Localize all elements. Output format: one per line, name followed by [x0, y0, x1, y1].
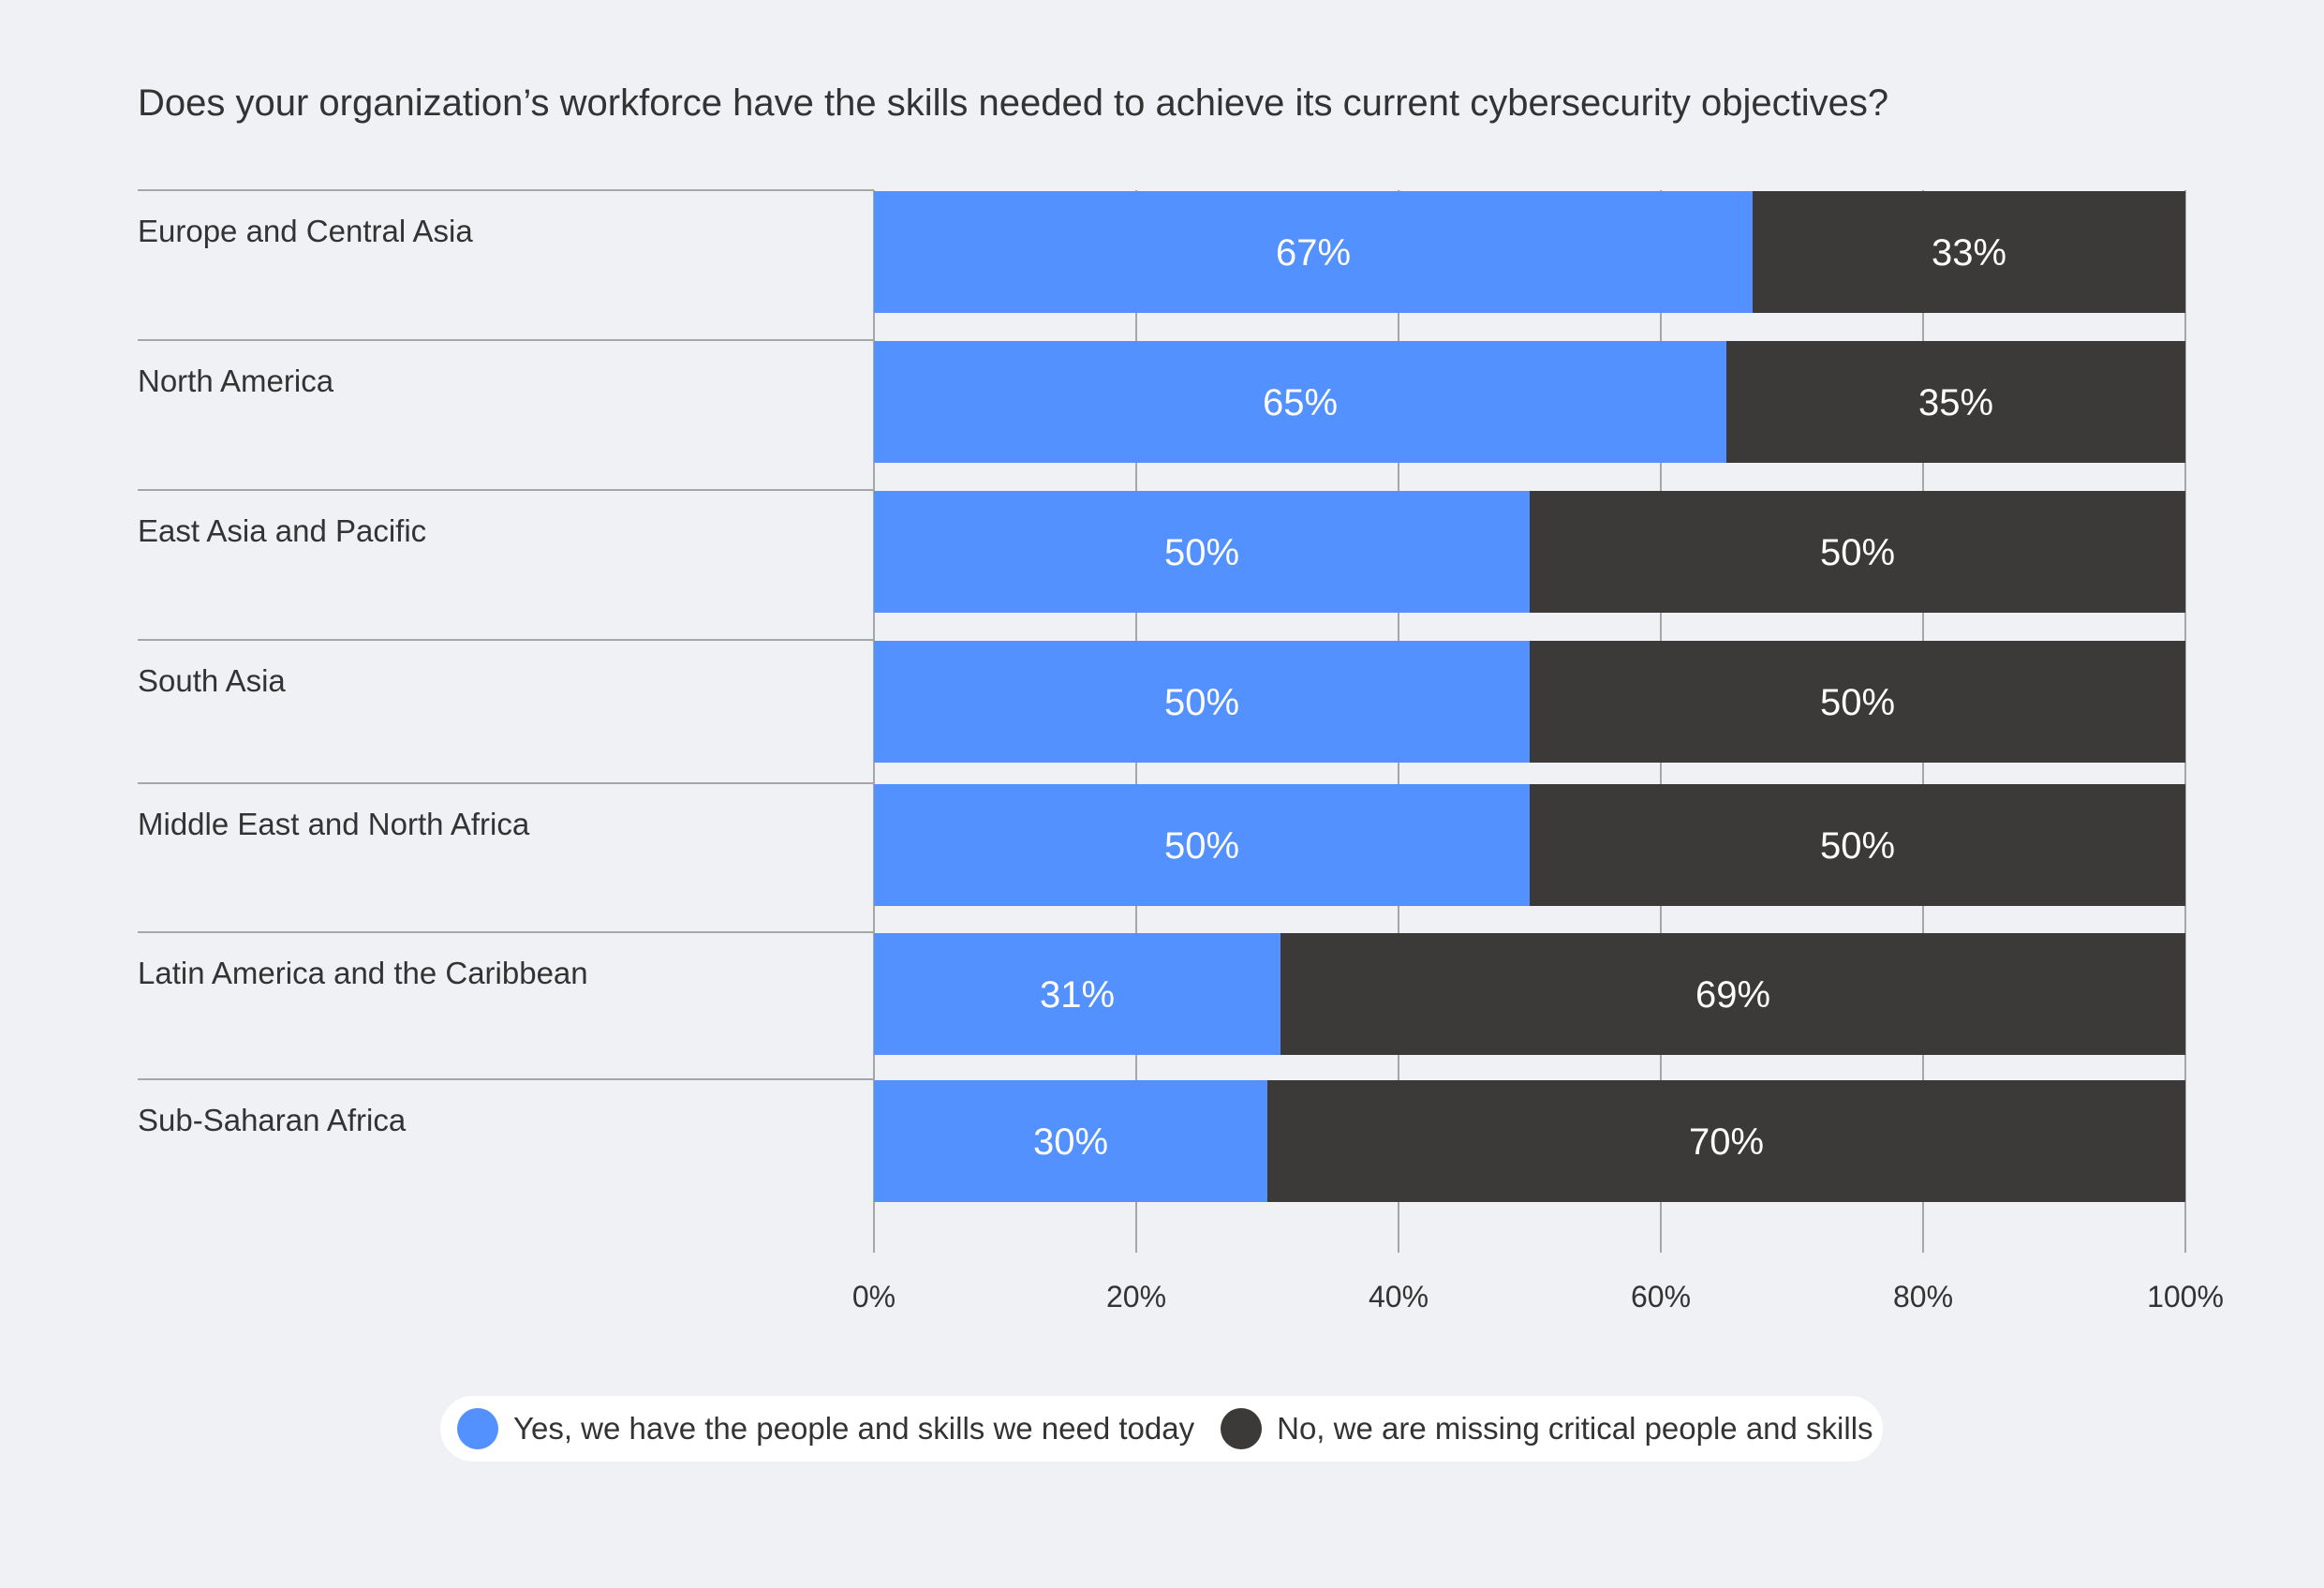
- bar-label-yes-1: 65%: [1263, 382, 1338, 423]
- bar-yes-2: [874, 491, 1530, 613]
- bar-no-5: [1280, 933, 2185, 1055]
- bar-yes-0: [874, 191, 1753, 313]
- bar-yes-1: [874, 341, 1726, 463]
- bar-label-yes-6: 30%: [1033, 1121, 1108, 1163]
- bar-label-no-1: 35%: [1918, 382, 1993, 423]
- legend-swatch-no: [1221, 1408, 1263, 1449]
- legend-item-yes: Yes, we have the people and skills we ne…: [457, 1408, 1194, 1449]
- category-label-4: Middle East and North Africa: [138, 807, 530, 841]
- category-label-3: South Asia: [138, 663, 286, 698]
- x-tick-label-0: 0%: [852, 1280, 896, 1313]
- bar-label-no-6: 70%: [1689, 1121, 1764, 1163]
- bar-yes-3: [874, 641, 1530, 763]
- bar-no-3: [1530, 641, 2185, 763]
- bar-label-no-5: 69%: [1695, 974, 1770, 1016]
- category-label-1: North America: [138, 364, 334, 398]
- legend-label-yes: Yes, we have the people and skills we ne…: [513, 1411, 1195, 1446]
- bar-label-yes-2: 50%: [1164, 532, 1239, 573]
- bar-label-yes-0: 67%: [1276, 232, 1351, 274]
- category-label-2: East Asia and Pacific: [138, 513, 426, 548]
- x-tick-label-4: 80%: [1893, 1280, 1953, 1313]
- legend-label-no: No, we are missing critical people and s…: [1277, 1411, 1873, 1446]
- bar-yes-5: [874, 933, 1280, 1055]
- bar-no-0: [1753, 191, 2185, 313]
- bar-no-1: [1726, 341, 2185, 463]
- bar-label-yes-5: 31%: [1040, 974, 1115, 1016]
- x-tick-label-5: 100%: [2147, 1280, 2224, 1313]
- legend-swatch-yes: [457, 1408, 498, 1449]
- bar-yes-4: [874, 784, 1530, 906]
- category-label-6: Sub-Saharan Africa: [138, 1103, 407, 1137]
- bar-yes-6: [874, 1080, 1267, 1202]
- bar-no-4: [1530, 784, 2185, 906]
- category-label-5: Latin America and the Caribbean: [138, 956, 588, 990]
- bar-label-no-4: 50%: [1820, 825, 1895, 867]
- bar-label-no-0: 33%: [1932, 232, 2006, 274]
- x-tick-label-3: 60%: [1631, 1280, 1691, 1313]
- chart-legend: Yes, we have the people and skills we ne…: [440, 1396, 1883, 1462]
- bar-no-2: [1530, 491, 2185, 613]
- bar-label-no-3: 50%: [1820, 682, 1895, 723]
- bar-label-yes-4: 50%: [1164, 825, 1239, 867]
- bar-label-no-2: 50%: [1820, 532, 1895, 573]
- x-tick-label-2: 40%: [1369, 1280, 1428, 1313]
- bar-no-6: [1267, 1080, 2185, 1202]
- x-tick-label-1: 20%: [1106, 1280, 1166, 1313]
- bar-label-yes-3: 50%: [1164, 682, 1239, 723]
- legend-item-no: No, we are missing critical people and s…: [1221, 1408, 1873, 1449]
- category-label-0: Europe and Central Asia: [138, 214, 473, 248]
- chart-title: Does your organization’s workforce have …: [138, 82, 1889, 124]
